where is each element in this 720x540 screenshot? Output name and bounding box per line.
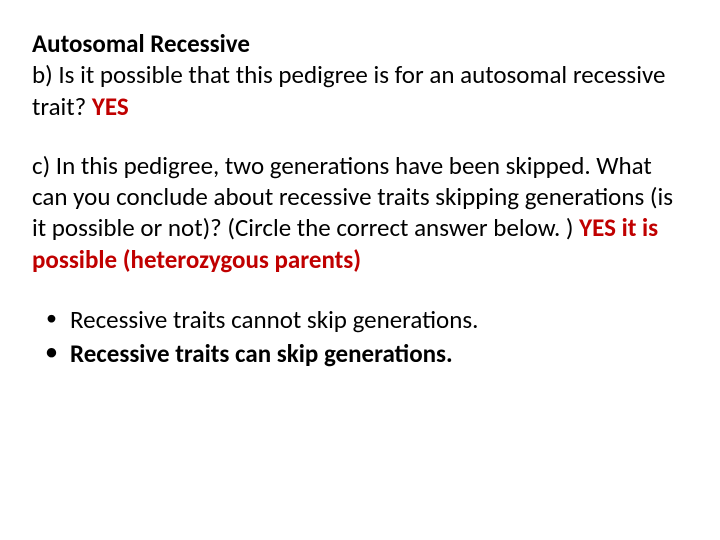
list-item: Recessive traits can skip generations. [40, 337, 680, 371]
question-c: c) In this pedigree, two generations hav… [32, 150, 680, 275]
question-c-text: c) In this pedigree, two generations hav… [32, 150, 673, 244]
question-b: b) Is it possible that this pedigree is … [32, 59, 680, 122]
question-b-answer: YES [92, 91, 129, 122]
bullet-list: Recessive traits cannot skip generations… [32, 303, 680, 371]
list-item: Recessive traits cannot skip generations… [40, 303, 680, 337]
bullet-text-0: Recessive traits cannot skip generations… [70, 304, 478, 335]
section-heading: Autosomal Recessive [32, 28, 680, 59]
bullet-text-1: Recessive traits can skip generations. [70, 338, 453, 369]
